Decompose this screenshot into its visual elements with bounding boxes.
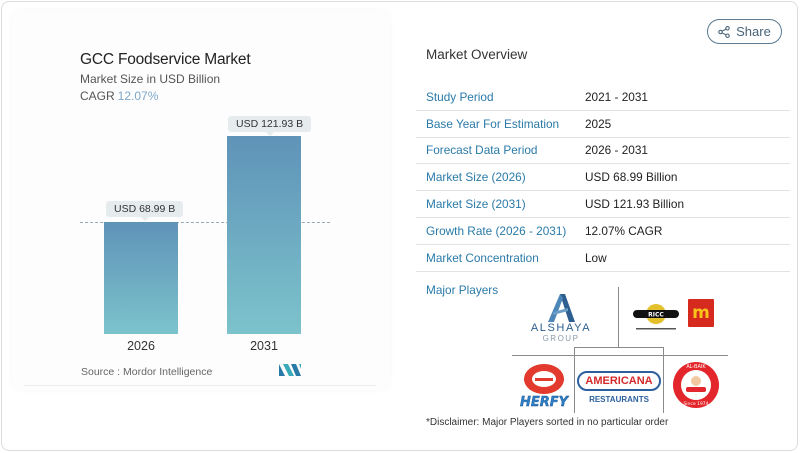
bar-label-2031: USD 121.93 B — [228, 116, 312, 136]
x-label-2031: 2031 — [250, 339, 278, 353]
table-row: Market Concentration Low — [416, 245, 790, 272]
row-key: Market Concentration — [426, 250, 539, 265]
divider — [574, 347, 575, 413]
reference-line — [80, 222, 330, 223]
chart-title: GCC Foodservice Market — [80, 51, 251, 68]
row-key: Market Size (2026) — [426, 170, 526, 185]
svg-text:AL-BAIK: AL-BAIK — [686, 364, 706, 370]
row-value: 2025 — [585, 116, 612, 131]
row-key: Base Year For Estimation — [426, 116, 560, 131]
logo-albaik: AL-BAIK Since 1974 — [670, 359, 722, 411]
share-label: Share — [736, 24, 771, 39]
major-players-grid: ALSHAYA GROUP RICC m HERFY AMERICANA RES… — [510, 285, 730, 415]
bar-2026[interactable] — [104, 222, 178, 334]
row-value: 12.07% CAGR — [585, 223, 663, 238]
row-key: Study Period — [426, 89, 494, 104]
row-value: Low — [585, 250, 607, 265]
table-row: Study Period 2021 - 2031 — [416, 84, 790, 111]
logo-ricc: RICC — [628, 297, 684, 337]
disclaimer-text: *Disclaimer: Major Players sorted in no … — [426, 417, 669, 428]
chart-cagr: CAGR 12.07% — [80, 89, 158, 103]
panel-divider — [24, 385, 376, 386]
divider — [618, 287, 619, 347]
divider — [663, 347, 664, 413]
albaik-logo-icon: AL-BAIK Since 1974 — [673, 362, 719, 408]
table-row: Forecast Data Period 2026 - 2031 — [416, 138, 790, 165]
alshaya-sub: GROUP — [542, 333, 580, 343]
logo-mcdonalds: m — [688, 299, 714, 327]
row-value: USD 68.99 Billion — [585, 170, 678, 185]
major-players-label: Major Players — [426, 283, 499, 297]
row-value: USD 121.93 Billion — [585, 197, 685, 212]
mordor-logo-icon — [279, 364, 301, 376]
alshaya-mark-icon — [548, 293, 575, 322]
americana-sub: RESTAURANTS — [589, 394, 649, 404]
table-row: Growth Rate (2026 - 2031) 12.07% CAGR — [416, 218, 790, 245]
row-value: 2021 - 2031 — [585, 89, 648, 104]
bar-2031[interactable] — [227, 136, 301, 334]
source-text: Source : Mordor Intelligence — [81, 366, 213, 378]
share-button[interactable]: Share — [707, 19, 782, 44]
overview-title: Market Overview — [426, 47, 528, 62]
share-icon — [718, 25, 730, 38]
divider — [574, 347, 664, 348]
svg-text:HERFY: HERFY — [520, 395, 570, 410]
divider — [512, 355, 728, 356]
americana-name: AMERICANA — [577, 370, 661, 391]
table-row: Base Year For Estimation 2025 — [416, 111, 790, 138]
table-row: Market Size (2031) USD 121.93 Billion — [416, 191, 790, 218]
bar-label-2026: USD 68.99 B — [106, 201, 184, 221]
logo-alshaya: ALSHAYA GROUP — [518, 287, 604, 349]
chart-panel — [12, 10, 390, 390]
overview-table: Study Period 2021 - 2031 Base Year For Es… — [416, 84, 790, 272]
alshaya-name: ALSHAYA — [530, 321, 592, 334]
svg-text:Since 1974: Since 1974 — [683, 401, 708, 407]
chart-subtitle: Market Size in USD Billion — [80, 72, 221, 86]
mcdonalds-arches-icon: m — [692, 303, 710, 323]
ricc-logo-icon: RICC — [633, 304, 679, 330]
table-row: Market Size (2026) USD 68.99 Billion — [416, 164, 790, 192]
cagr-label: CAGR — [80, 89, 115, 103]
row-value: 2026 - 2031 — [585, 143, 648, 158]
logo-americana: AMERICANA RESTAURANTS — [577, 365, 661, 409]
row-key: Growth Rate (2026 - 2031) — [426, 223, 567, 238]
svg-text:RICC: RICC — [648, 312, 664, 319]
cagr-value: 12.07% — [117, 89, 159, 103]
x-label-2026: 2026 — [127, 339, 155, 353]
herfy-logo-icon: HERFY — [520, 364, 570, 410]
row-key: Forecast Data Period — [426, 143, 538, 158]
row-key: Market Size (2031) — [426, 197, 526, 212]
logo-herfy: HERFY — [516, 361, 572, 411]
